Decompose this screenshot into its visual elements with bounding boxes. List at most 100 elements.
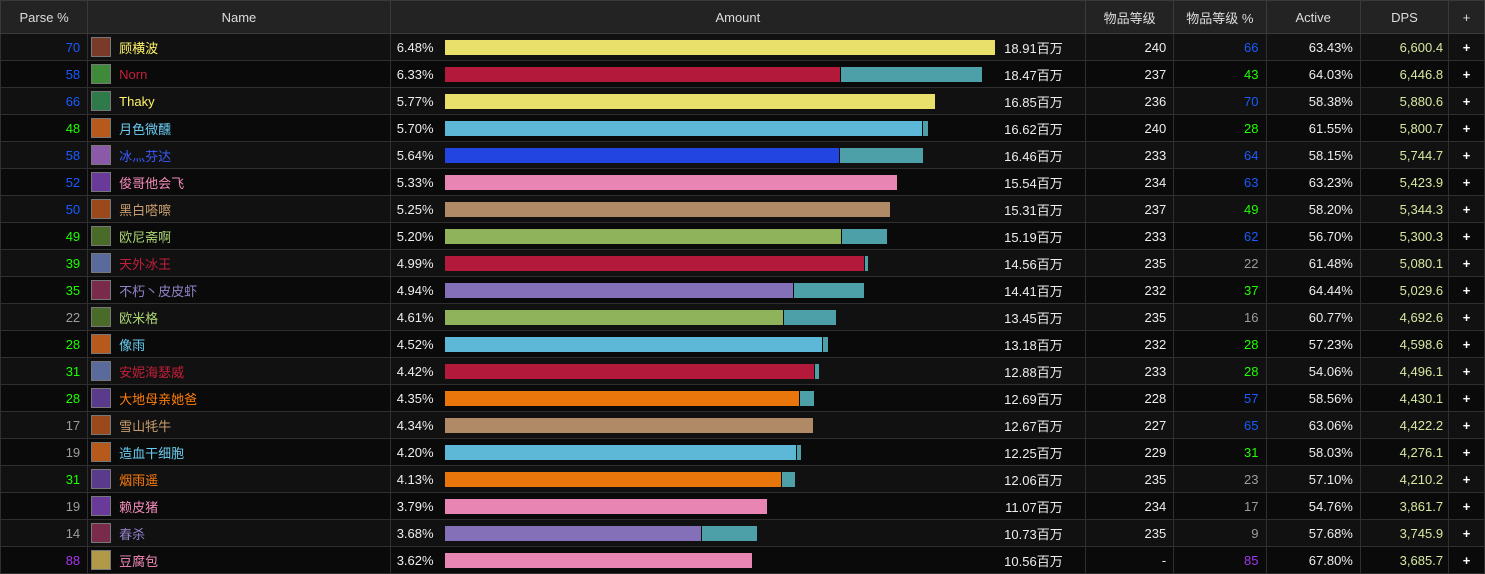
player-cell[interactable]: 俊哥他会飞 xyxy=(87,168,391,196)
player-name[interactable]: 俊哥他会飞 xyxy=(119,175,185,191)
player-cell[interactable]: 雪山牦牛 xyxy=(87,411,391,439)
player-name[interactable]: 造血干细胞 xyxy=(119,445,185,461)
player-cell[interactable]: 冰灬芬达 xyxy=(87,141,391,169)
table-row[interactable]: 52 俊哥他会飞 5.33% 15.54百万 234 63 63.23% 5,423.9 + xyxy=(0,168,1485,196)
expand-row-button[interactable]: + xyxy=(1448,33,1485,61)
player-name[interactable]: Norn xyxy=(119,66,148,82)
table-row[interactable]: 35 不朽丶皮皮虾 4.94% 14.41百万 232 37 64.44% 5,029.6 + xyxy=(0,276,1485,304)
amount-bar xyxy=(444,498,995,514)
table-row[interactable]: 31 烟雨遥 4.13% 12.06百万 235 23 57.10% 4,210.2 + xyxy=(0,465,1485,493)
player-name[interactable]: 赖皮猪 xyxy=(119,499,159,515)
player-cell[interactable]: 顾横波 xyxy=(87,33,391,61)
table-row[interactable]: 70 顾横波 6.48% 18.91百万 240 66 63.43% 6,600.4 + xyxy=(0,33,1485,61)
player-cell[interactable]: 欧米格 xyxy=(87,303,391,331)
table-row[interactable]: 17 雪山牦牛 4.34% 12.67百万 227 65 63.06% 4,422.2 + xyxy=(0,411,1485,439)
expand-row-button[interactable]: + xyxy=(1448,384,1485,412)
player-name[interactable]: 月色微醺 xyxy=(119,121,172,137)
expand-row-button[interactable]: + xyxy=(1448,87,1485,115)
table-row[interactable]: 49 欧尼斋啊 5.20% 15.19百万 233 62 56.70% 5,300.3 + xyxy=(0,222,1485,250)
player-cell[interactable]: Norn xyxy=(87,60,391,88)
header-add-column-button[interactable]: + xyxy=(1448,0,1485,34)
expand-row-button[interactable]: + xyxy=(1448,60,1485,88)
player-name[interactable]: 欧米格 xyxy=(119,310,159,326)
player-name[interactable]: 黑白嗒嚓 xyxy=(119,202,172,218)
header-name[interactable]: Name xyxy=(87,0,391,34)
expand-row-button[interactable]: + xyxy=(1448,141,1485,169)
class-spec-icon xyxy=(91,145,112,165)
player-cell[interactable]: Thaky xyxy=(87,87,391,115)
player-cell[interactable]: 豆腐包 xyxy=(87,546,391,574)
amount-bar xyxy=(444,444,995,460)
player-name[interactable]: 像雨 xyxy=(119,337,146,353)
player-name[interactable]: 豆腐包 xyxy=(119,553,159,569)
header-parse[interactable]: Parse % xyxy=(0,0,89,34)
player-cell[interactable]: 造血干细胞 xyxy=(87,438,391,466)
player-cell[interactable]: 安妮海瑟威 xyxy=(87,357,391,385)
expand-row-button[interactable]: + xyxy=(1448,195,1485,223)
player-cell[interactable]: 欧尼斋啊 xyxy=(87,222,391,250)
amount-bar-primary xyxy=(444,93,935,109)
expand-row-button[interactable]: + xyxy=(1448,519,1485,547)
table-row[interactable]: 28 大地母亲她爸 4.35% 12.69百万 228 57 58.56% 4,430.1 + xyxy=(0,384,1485,412)
player-name[interactable]: 天外冰王 xyxy=(119,256,172,272)
expand-row-button[interactable]: + xyxy=(1448,330,1485,358)
player-cell[interactable]: 赖皮猪 xyxy=(87,492,391,520)
player-name[interactable]: 安妮海瑟威 xyxy=(119,364,185,380)
table-row[interactable]: 28 像雨 4.52% 13.18百万 232 28 57.23% 4,598.6 + xyxy=(0,330,1485,358)
expand-row-button[interactable]: + xyxy=(1448,249,1485,277)
expand-row-button[interactable]: + xyxy=(1448,114,1485,142)
player-name[interactable]: 欧尼斋啊 xyxy=(119,229,172,245)
table-row[interactable]: 48 月色微醺 5.70% 16.62百万 240 28 61.55% 5,800.7 + xyxy=(0,114,1485,142)
class-spec-icon xyxy=(91,64,112,84)
player-name[interactable]: 春杀 xyxy=(119,526,146,542)
player-name[interactable]: 烟雨遥 xyxy=(119,472,159,488)
header-amount[interactable]: Amount xyxy=(389,0,1087,34)
table-row[interactable]: 14 春杀 3.68% 10.73百万 235 9 57.68% 3,745.9 + xyxy=(0,519,1485,547)
table-row[interactable]: 19 赖皮猪 3.79% 11.07百万 234 17 54.76% 3,861.7 + xyxy=(0,492,1485,520)
expand-row-button[interactable]: + xyxy=(1448,546,1485,574)
player-cell[interactable]: 天外冰王 xyxy=(87,249,391,277)
table-row[interactable]: 31 安妮海瑟威 4.42% 12.88百万 233 28 54.06% 4,496.1 + xyxy=(0,357,1485,385)
dps-value: 5,800.7 xyxy=(1359,114,1450,142)
player-name[interactable]: 大地母亲她爸 xyxy=(119,391,198,407)
player-cell[interactable]: 月色微醺 xyxy=(87,114,391,142)
expand-row-button[interactable]: + xyxy=(1448,168,1485,196)
item-level-percent: 28 xyxy=(1173,114,1267,142)
expand-row-button[interactable]: + xyxy=(1448,438,1485,466)
header-item-level[interactable]: 物品等级 xyxy=(1085,0,1175,34)
player-cell[interactable]: 大地母亲她爸 xyxy=(87,384,391,412)
table-row[interactable]: 58 冰灬芬达 5.64% 16.46百万 233 64 58.15% 5,744.7 + xyxy=(0,141,1485,169)
expand-row-button[interactable]: + xyxy=(1448,357,1485,385)
header-dps[interactable]: DPS xyxy=(1359,0,1450,34)
amount-bar-secondary xyxy=(815,363,820,379)
expand-row-button[interactable]: + xyxy=(1448,465,1485,493)
header-item-level-pct[interactable]: 物品等级 % xyxy=(1173,0,1267,34)
player-cell[interactable]: 不朽丶皮皮虾 xyxy=(87,276,391,304)
active-percent: 57.10% xyxy=(1265,465,1361,493)
parse-percent: 39 xyxy=(0,249,89,277)
expand-row-button[interactable]: + xyxy=(1448,222,1485,250)
table-row[interactable]: 19 造血干细胞 4.20% 12.25百万 229 31 58.03% 4,276.1 + xyxy=(0,438,1485,466)
player-cell[interactable]: 烟雨遥 xyxy=(87,465,391,493)
parse-percent: 58 xyxy=(0,60,89,88)
table-row[interactable]: 50 黑白嗒嚓 5.25% 15.31百万 237 49 58.20% 5,344.3 + xyxy=(0,195,1485,223)
player-name[interactable]: 顾横波 xyxy=(119,40,159,56)
table-row[interactable]: 39 天外冰王 4.99% 14.56百万 235 22 61.48% 5,080.1 + xyxy=(0,249,1485,277)
player-name[interactable]: 雪山牦牛 xyxy=(119,418,172,434)
player-cell[interactable]: 像雨 xyxy=(87,330,391,358)
expand-row-button[interactable]: + xyxy=(1448,492,1485,520)
expand-row-button[interactable]: + xyxy=(1448,276,1485,304)
table-row[interactable]: 88 豆腐包 3.62% 10.56百万 -85 67.80% 3,685.7 + xyxy=(0,546,1485,574)
player-cell[interactable]: 春杀 xyxy=(87,519,391,547)
table-row[interactable]: 58 Norn 6.33% 18.47百万 237 43 64.03% 6,446.8 + xyxy=(0,60,1485,88)
expand-row-button[interactable]: + xyxy=(1448,303,1485,331)
table-row[interactable]: 22 欧米格 4.61% 13.45百万 235 16 60.77% 4,692.6 + xyxy=(0,303,1485,331)
player-name[interactable]: 冰灬芬达 xyxy=(119,148,172,164)
player-name[interactable]: Thaky xyxy=(119,93,155,109)
expand-row-button[interactable]: + xyxy=(1448,411,1485,439)
player-cell[interactable]: 黑白嗒嚓 xyxy=(87,195,391,223)
amount-total: 16.85百万 xyxy=(1004,94,1063,110)
table-row[interactable]: 66 Thaky 5.77% 16.85百万 236 70 58.38% 5,880.6 + xyxy=(0,87,1485,115)
player-name[interactable]: 不朽丶皮皮虾 xyxy=(119,283,198,299)
header-active[interactable]: Active xyxy=(1265,0,1361,34)
